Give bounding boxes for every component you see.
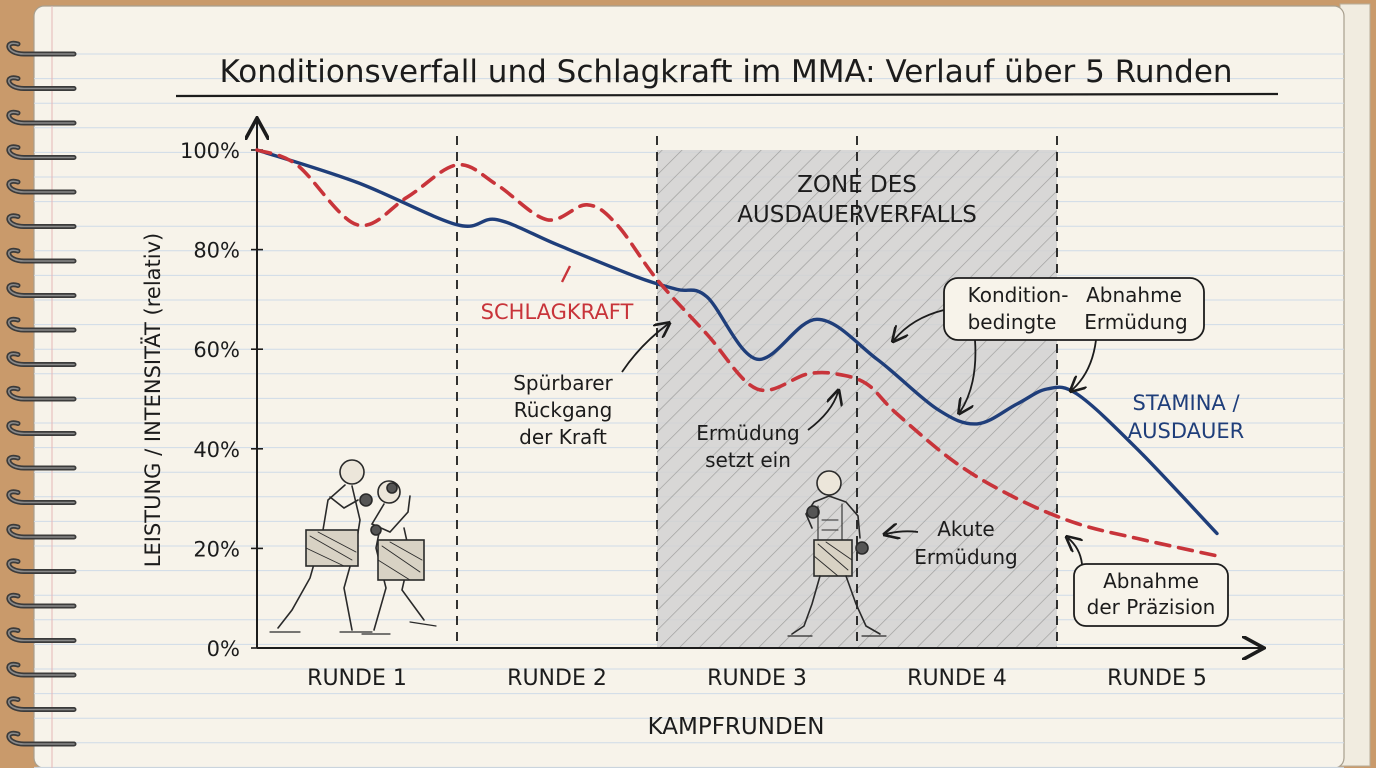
spiral-ring-highlight xyxy=(8,249,75,262)
note-praezision-arrow xyxy=(1068,538,1082,565)
spiral-ring-highlight xyxy=(8,559,75,573)
spiral-ring-highlight xyxy=(8,663,75,676)
y-tick-label: 80% xyxy=(193,239,240,263)
spiral-ring-highlight xyxy=(8,456,75,469)
spiral-ring-highlight xyxy=(8,594,75,607)
x-category-label: RUNDE 5 xyxy=(1107,666,1207,691)
spiral-ring-highlight xyxy=(8,214,75,228)
note-akute-1: Akute xyxy=(937,517,994,541)
punch-legend: SCHLAGKRAFT xyxy=(481,300,634,324)
spiral-ring-highlight xyxy=(8,421,75,435)
note-kondition-arrow-down xyxy=(960,339,977,412)
spiral-ring-highlight xyxy=(8,387,75,400)
note-abnahme-2: Ermüdung xyxy=(1084,310,1187,334)
spiral-ring-highlight xyxy=(8,145,75,159)
single-fighter-illustration xyxy=(787,470,887,637)
x-category-label: RUNDE 3 xyxy=(707,666,807,691)
x-category-label: RUNDE 2 xyxy=(507,666,607,691)
spiral-ring-highlight xyxy=(8,628,75,642)
page-stack-edge xyxy=(1339,3,1371,767)
title-underline xyxy=(175,92,1279,98)
note-ermuedung-arrow xyxy=(807,392,838,431)
note-praezision-box xyxy=(1073,563,1229,627)
boxers-clinch-illustration xyxy=(269,459,437,635)
stamina-line xyxy=(255,148,1219,536)
note-rueckgang-2: Rückgang xyxy=(514,398,613,422)
x-axis-label: KAMPFRUNDEN xyxy=(648,714,825,740)
note-ermuedung-2: setzt ein xyxy=(705,448,791,472)
note-kondition-arrow-left xyxy=(894,309,945,340)
spiral-ring-highlight xyxy=(8,352,75,366)
note-praezision-1: Abnahme xyxy=(1103,569,1199,593)
note-praezision-2: der Präzision xyxy=(1087,595,1216,619)
spiral-ring-highlight xyxy=(8,697,75,711)
note-akute-arrow xyxy=(886,531,919,534)
x-category-label: RUNDE 1 xyxy=(307,666,407,691)
x-category-labels: RUNDE 1 RUNDE 2 RUNDE 3 RUNDE 4 RUNDE 5 xyxy=(307,666,1207,691)
note-akute-2: Ermüdung xyxy=(914,545,1017,569)
y-tick-label: 0% xyxy=(207,637,240,661)
y-tick-labels: 0% 20% 40% 60% 80% 100% xyxy=(180,139,263,661)
note-kondition-2: bedingte xyxy=(968,310,1057,334)
spiral-ring-highlight xyxy=(8,42,75,55)
chart-title: Konditionsverfall und Schlagkraft im MMA… xyxy=(219,54,1232,90)
note-rueckgang-3: der Kraft xyxy=(519,425,607,449)
note-abnahme-1: Abnahme xyxy=(1086,283,1182,307)
spiral-ring-highlight xyxy=(8,525,75,538)
punch-power-line xyxy=(255,148,1219,558)
spiral-binding-icon xyxy=(6,40,77,747)
y-tick-label: 100% xyxy=(180,139,240,163)
spiral-ring-highlight xyxy=(8,111,75,124)
note-rueckgang-arrow xyxy=(621,324,668,373)
stamina-legend-line2: AUSDAUER xyxy=(1128,419,1244,443)
y-axis-label: LEISTUNG / INTENSITÄT (relativ) xyxy=(140,233,165,567)
spiral-ring-highlight xyxy=(8,283,75,297)
punch-legend-tick xyxy=(560,265,572,283)
note-abnahme-arrow xyxy=(1072,339,1097,390)
round-dividers xyxy=(456,136,1058,648)
spiral-ring-highlight xyxy=(8,732,75,745)
y-tick-label: 20% xyxy=(193,537,240,561)
note-kondition-box xyxy=(943,277,1205,341)
stamina-legend-line1: STAMINA / xyxy=(1132,391,1240,415)
note-ermuedung-1: Ermüdung xyxy=(696,421,799,445)
y-tick-label: 40% xyxy=(193,438,240,462)
spiral-ring-highlight xyxy=(8,318,75,331)
spiral-ring-highlight xyxy=(8,180,75,193)
spiral-ring-highlight xyxy=(8,76,75,90)
note-rueckgang-1: Spürbarer xyxy=(513,371,613,395)
y-tick-label: 60% xyxy=(193,338,240,362)
spiral-ring-highlight xyxy=(8,490,75,504)
x-category-label: RUNDE 4 xyxy=(907,666,1007,691)
note-kondition-1: Kondition- xyxy=(968,283,1069,307)
